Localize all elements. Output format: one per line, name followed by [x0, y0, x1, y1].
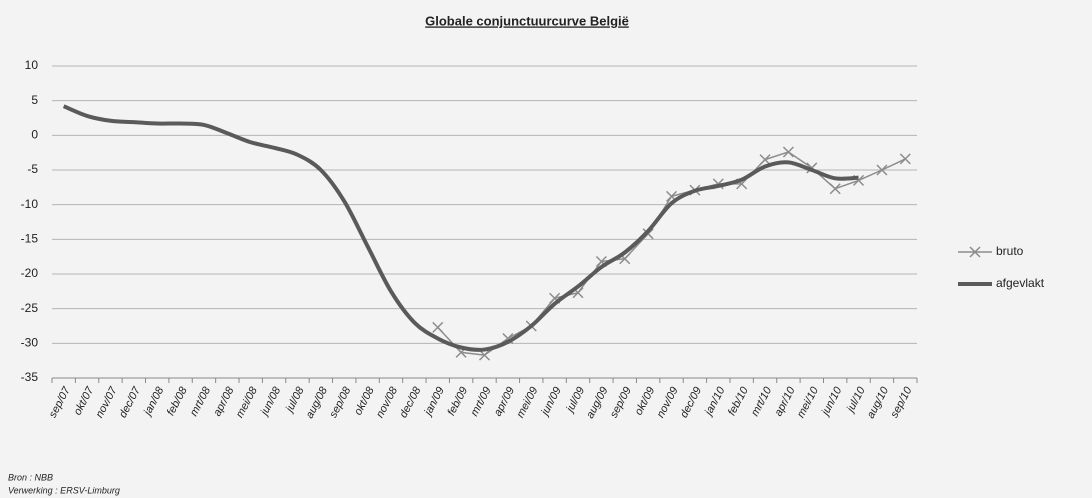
series-line: [62, 104, 859, 352]
legend-marker: [969, 246, 981, 258]
marker: [876, 164, 888, 176]
marker: [759, 154, 771, 166]
x-tick-label: jun/09: [538, 385, 564, 419]
x-tick-label: sep/08: [327, 384, 354, 420]
x-tick-label: mei/08: [234, 384, 261, 420]
y-tick-label: -15: [21, 232, 39, 246]
x-tick-label: mrt/09: [468, 385, 493, 418]
x-tick-label: sep/09: [608, 385, 634, 420]
x-tick-label: dec/09: [678, 385, 704, 420]
x-tick-label: dec/07: [117, 384, 144, 420]
y-tick-label: 10: [25, 58, 39, 72]
marker: [899, 153, 911, 165]
legend-label: afgevlakt: [996, 276, 1045, 290]
x-tick-label: okt/08: [352, 384, 377, 417]
y-tick-label: -10: [21, 197, 39, 211]
x-tick-label: apr/08: [211, 384, 237, 418]
x-tick-label: jul/10: [844, 384, 868, 415]
x-tick-label: okt/09: [633, 385, 658, 417]
y-tick-label: 5: [31, 93, 38, 107]
chart-title: Globale conjunctuurcurve België: [425, 13, 629, 28]
x-tick-label: feb/10: [726, 384, 751, 417]
x-tick-label: mei/09: [514, 385, 540, 420]
x-tick-label: jun/10: [819, 384, 845, 419]
x-tick-label: apr/09: [492, 385, 517, 418]
x-tick-label: feb/08: [165, 384, 190, 417]
x-tick-label: dec/08: [397, 384, 424, 420]
x-tick-label: aug/10: [865, 384, 892, 420]
x-tick-label: feb/09: [445, 385, 470, 418]
x-tick-label: sep/10: [888, 384, 915, 420]
marker: [432, 321, 444, 333]
x-tick-label: jun/08: [258, 384, 284, 419]
y-tick-label: -35: [21, 370, 39, 384]
x-tick-label: jul/08: [283, 384, 307, 415]
y-tick-label: -25: [21, 301, 39, 315]
y-tick-label: 0: [31, 128, 38, 142]
x-tick-label: mrt/10: [749, 384, 775, 418]
series-line: [437, 151, 906, 356]
x-tick-label: sep/07: [47, 384, 74, 420]
y-tick-label: -30: [21, 336, 39, 350]
x-tick-label: jan/09: [421, 385, 447, 419]
x-tick-label: mei/10: [795, 384, 822, 420]
x-tick-label: okt/07: [72, 384, 97, 417]
x-tick-label: jan/08: [141, 384, 167, 419]
x-tick-label: jan/10: [702, 384, 728, 419]
marker: [829, 183, 841, 195]
x-tick-label: mrt/08: [188, 384, 214, 418]
y-tick-label: -5: [27, 162, 38, 176]
x-tick-label: aug/08: [304, 384, 331, 420]
x-tick-label: aug/09: [584, 385, 610, 420]
marker: [782, 146, 794, 158]
footnote: Verwerking : ERSV-Limburg: [8, 485, 120, 495]
legend-label: bruto: [996, 244, 1024, 258]
x-tick-label: apr/10: [772, 384, 798, 418]
y-tick-label: -20: [21, 266, 39, 280]
footnote: Bron : NBB: [8, 472, 53, 482]
x-tick-label: jul/09: [563, 385, 587, 416]
